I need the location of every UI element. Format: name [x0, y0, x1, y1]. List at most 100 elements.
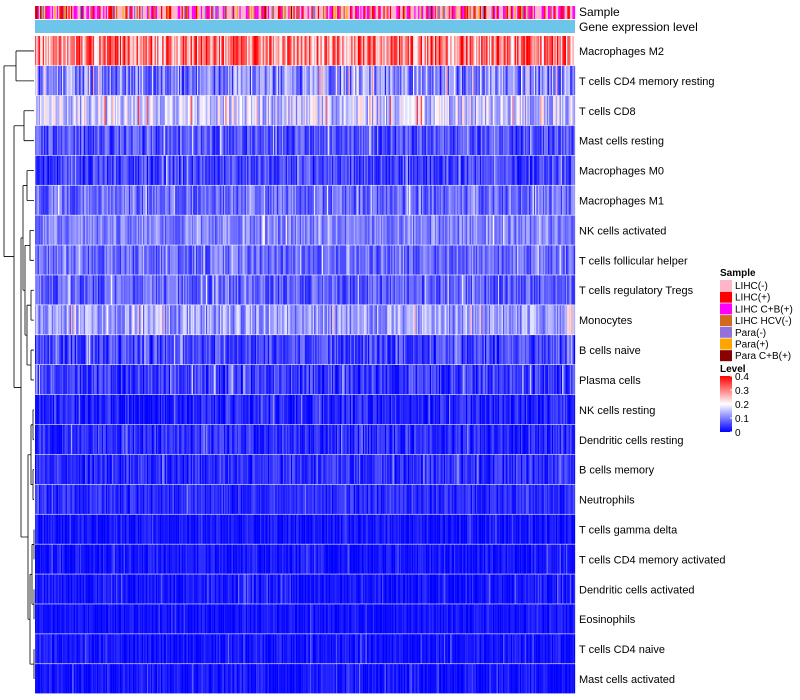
- heatmap-cell: [206, 335, 208, 365]
- heatmap-cell: [64, 275, 67, 305]
- heatmap-cell: [200, 95, 203, 126]
- heatmap-cell: [464, 215, 466, 245]
- heatmap-cell: [98, 95, 100, 126]
- heatmap-cell: [335, 305, 338, 335]
- heatmap-cell: [437, 275, 439, 305]
- heatmap-cell: [320, 215, 322, 245]
- heatmap-cell: [143, 185, 145, 215]
- heatmap-cell: [221, 275, 223, 305]
- heatmap-cell: [110, 275, 113, 305]
- heatmap-cell: [194, 95, 196, 126]
- heatmap-cell: [71, 245, 73, 275]
- heatmap-cell: [497, 215, 500, 245]
- heatmap-cell: [59, 335, 61, 365]
- heatmap-cell: [263, 215, 266, 245]
- heatmap-cell: [414, 65, 416, 96]
- heatmap-cell: [71, 185, 73, 215]
- heatmap-cell: [82, 95, 85, 126]
- heatmap-cell: [419, 185, 421, 215]
- heatmap-cell: [203, 65, 205, 96]
- heatmap-cell: [447, 95, 450, 126]
- heatmap-cell: [356, 125, 358, 156]
- heatmap-cell: [558, 185, 560, 215]
- heatmap-cell: [294, 245, 297, 275]
- heatmap-cell: [49, 305, 51, 335]
- heatmap-cell: [226, 185, 229, 215]
- heatmap-cell: [91, 155, 94, 185]
- heatmap-cell: [479, 36, 482, 66]
- heatmap-cell: [99, 305, 101, 335]
- heatmap-cell: [95, 185, 97, 215]
- heatmap-cell: [437, 185, 439, 215]
- heatmap-cell: [72, 65, 74, 96]
- heatmap-cell: [441, 245, 443, 275]
- heatmap-cell: [123, 95, 126, 126]
- heatmap-cell: [566, 185, 568, 215]
- heatmap-cell: [220, 185, 222, 215]
- heatmap-cell: [233, 245, 235, 275]
- heatmap-cell: [199, 275, 202, 305]
- heatmap-cell: [413, 36, 415, 66]
- heatmap-cell: [60, 215, 63, 245]
- heatmap-cell: [347, 335, 349, 365]
- heatmap-cell: [356, 65, 358, 96]
- heatmap-cell: [179, 95, 181, 126]
- sample-annotation-cell: [85, 6, 87, 19]
- heatmap-cell: [573, 125, 576, 156]
- sample-annotation-cell: [432, 6, 434, 19]
- heatmap-cell: [139, 36, 141, 66]
- sample-annotation-cell: [397, 6, 400, 19]
- heatmap-cell: [136, 275, 139, 305]
- heatmap-cell: [532, 245, 535, 275]
- sample-annotation-cell: [431, 6, 433, 19]
- heatmap-cell: [155, 65, 158, 96]
- heatmap-cell: [116, 305, 118, 335]
- heatmap-cell: [411, 215, 414, 245]
- heatmap-cell: [56, 185, 59, 215]
- heatmap-cell: [378, 215, 380, 245]
- heatmap-cell: [550, 305, 553, 335]
- heatmap-cell: [469, 335, 472, 365]
- heatmap-cell: [476, 125, 478, 156]
- heatmap-cell: [307, 245, 310, 275]
- heatmap-cell: [204, 125, 207, 156]
- heatmap-cell: [384, 125, 387, 156]
- heatmap-cell: [521, 65, 523, 96]
- heatmap-cell: [168, 155, 171, 185]
- heatmap-cell: [389, 155, 392, 185]
- heatmap-cell: [413, 305, 415, 335]
- heatmap-cell: [99, 125, 101, 156]
- heatmap-cell: [283, 275, 285, 305]
- heatmap-cell: [213, 36, 216, 66]
- heatmap-cell: [150, 245, 153, 275]
- heatmap-cell: [44, 155, 46, 185]
- heatmap-cell: [121, 305, 123, 335]
- sample-annotation-cell: [319, 6, 321, 19]
- heatmap-cell: [368, 36, 370, 66]
- heatmap-cell: [136, 335, 139, 365]
- heatmap-cell: [230, 95, 232, 126]
- heatmap-cell: [267, 215, 270, 245]
- heatmap-cell: [351, 185, 353, 215]
- heatmap-cell: [464, 125, 466, 156]
- sample-annotation-cell: [413, 6, 415, 19]
- heatmap-cell: [306, 275, 308, 305]
- heatmap-cell: [506, 65, 509, 96]
- heatmap-cell: [95, 125, 97, 156]
- heatmap-cell: [47, 275, 50, 305]
- sample-annotation-cell: [333, 6, 335, 19]
- heatmap-cell: [335, 155, 338, 185]
- heatmap-cell: [73, 305, 76, 335]
- heatmap-cell: [211, 245, 213, 275]
- heatmap-cell: [236, 185, 239, 215]
- heatmap-cell: [294, 275, 297, 305]
- heatmap-cell: [477, 305, 479, 335]
- heatmap-cell: [288, 335, 290, 365]
- heatmap-cell: [521, 36, 523, 66]
- heatmap-cell: [401, 65, 403, 96]
- heatmap-cell: [239, 155, 241, 185]
- heatmap-cell: [78, 65, 81, 96]
- heatmap-cell: [217, 65, 220, 96]
- heatmap-cell: [301, 335, 303, 365]
- heatmap-cell: [378, 245, 380, 275]
